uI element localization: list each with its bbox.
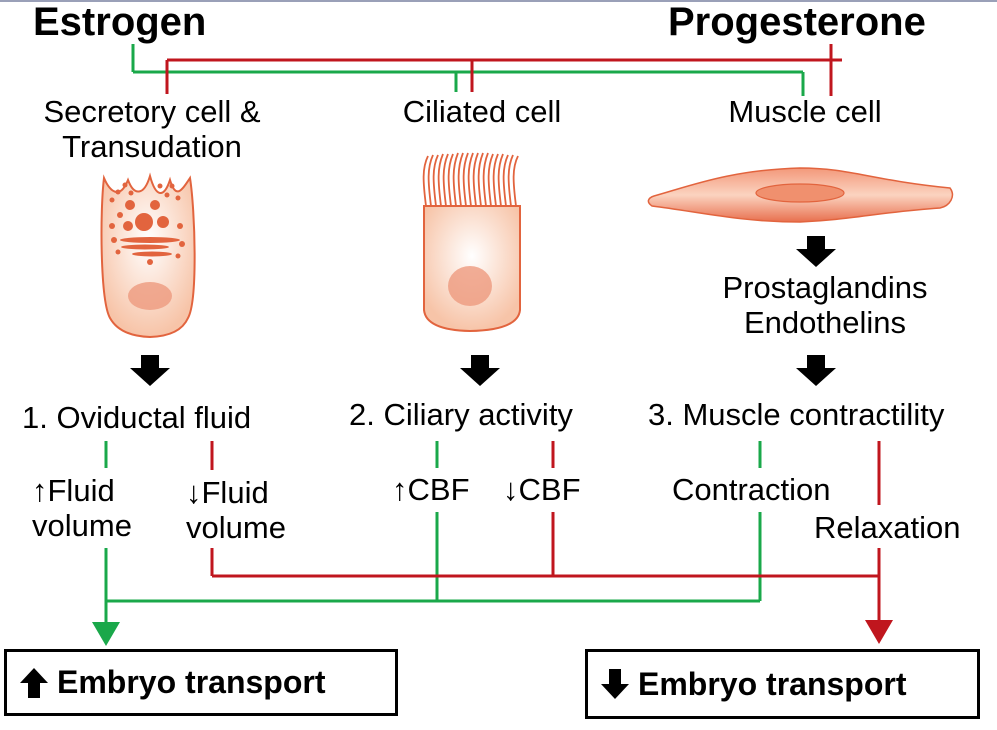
secretory-cell-line-1: Secretory cell & <box>43 94 261 129</box>
fluid-down-line-2: volume <box>186 509 286 545</box>
red-arrowhead <box>865 620 893 644</box>
secretory-cell-line-2: Transudation <box>62 128 242 164</box>
fluid-volume-down: ↓Fluid volume <box>186 475 286 545</box>
cbf-down: ↓CBF <box>503 472 581 507</box>
ciliated-cell-illustration <box>422 152 521 333</box>
endothelins-label: Endothelins <box>743 304 906 340</box>
arrow-down-muscle <box>796 236 836 267</box>
increase-embryo-transport-box: Embryo transport <box>4 649 398 716</box>
arrow-down-ciliated <box>460 355 500 386</box>
progesterone-connector <box>165 44 842 96</box>
estrogen-connector <box>131 44 805 96</box>
arrow-down-secretory <box>130 355 170 386</box>
ciliary-activity-label: 2. Ciliary activity <box>349 397 573 432</box>
fluid-up-line-2: volume <box>32 507 132 543</box>
estrogen-label: Estrogen <box>33 0 207 44</box>
prostaglandins-label: Prostaglandins <box>722 270 928 305</box>
secretory-cell-label: Secretory cell & Transudation <box>22 94 282 164</box>
relaxation-label: Relaxation <box>814 510 961 545</box>
black-arrows <box>130 236 836 386</box>
fluid-up-line-1: ↑Fluid <box>32 473 115 508</box>
decrease-embryo-transport-box: Embryo transport <box>585 649 980 719</box>
muscle-contractility-label: 3. Muscle contractility <box>648 397 945 432</box>
muscle-cell-illustration <box>647 167 954 223</box>
ciliated-cell-label: Ciliated cell <box>402 94 562 129</box>
fluid-volume-up: ↑Fluid volume <box>32 473 132 543</box>
green-arrowhead <box>92 622 120 646</box>
secretory-cell-illustration <box>100 172 196 339</box>
muscle-cell-label: Muscle cell <box>728 94 882 129</box>
mediators-label: Prostaglandins Endothelins <box>690 270 960 340</box>
arrow-down-mediators <box>796 355 836 386</box>
up-arrow-icon <box>20 667 48 698</box>
cbf-up: ↑CBF <box>392 472 470 507</box>
increase-pathway <box>104 441 762 625</box>
decrease-embryo-transport-label: Embryo transport <box>638 665 907 702</box>
oviductal-fluid-label: 1. Oviductal fluid <box>22 400 252 435</box>
increase-embryo-transport-label: Embryo transport <box>57 664 326 700</box>
contraction-label: Contraction <box>672 472 831 507</box>
down-arrow-icon <box>601 669 629 699</box>
progesterone-label: Progesterone <box>668 0 926 44</box>
fluid-down-line-1: ↓Fluid <box>186 475 269 510</box>
decrease-pathway <box>210 441 881 622</box>
